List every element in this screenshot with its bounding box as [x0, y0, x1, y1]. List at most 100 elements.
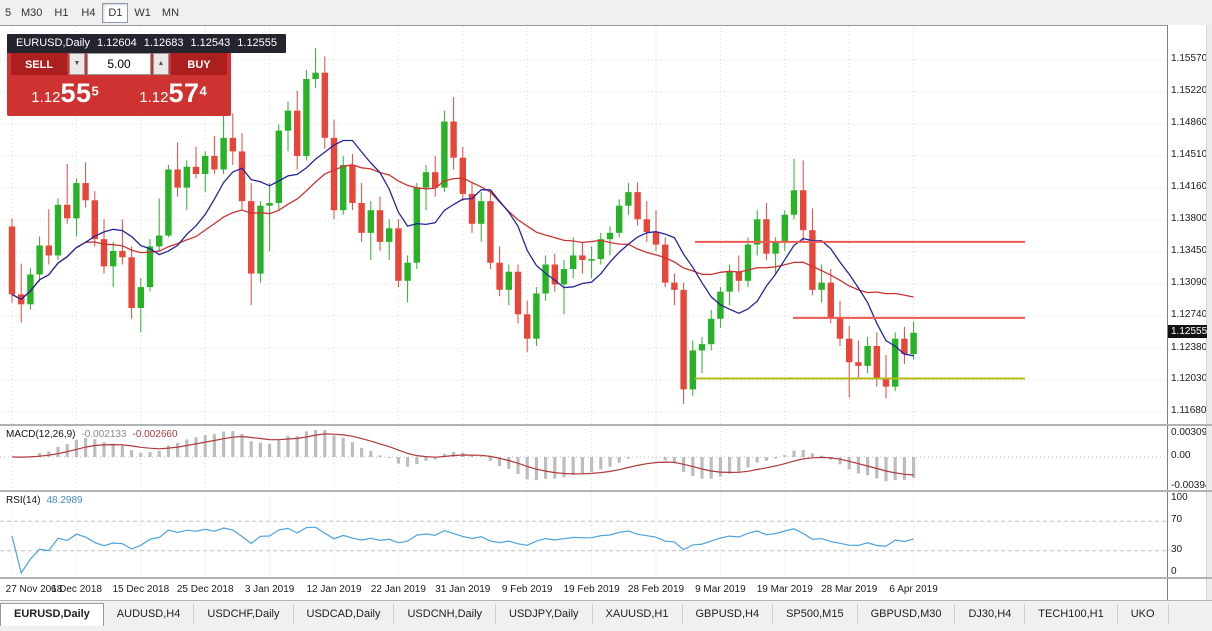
price-scale-label: 1.14860 — [1171, 117, 1208, 129]
price-scale-label: 1.11680 — [1171, 405, 1207, 416]
price-scale-label: 1.14160 — [1171, 180, 1208, 192]
rsi-canvas[interactable] — [0, 493, 1167, 578]
timeframe-button-5[interactable]: 5 — [1, 3, 15, 23]
macd-scale-label: -0.003947 — [1171, 479, 1212, 491]
timeframe-button-h1[interactable]: H1 — [48, 3, 74, 23]
timeframe-button-mn[interactable]: MN — [157, 3, 184, 23]
pane-splitter[interactable] — [0, 490, 1212, 492]
time-axis-label: 15 Dec 2018 — [112, 584, 170, 595]
macd-label-row: MACD(12,26,9) -0.002133 -0.002660 — [6, 429, 178, 440]
chart-tab-usdcnh-daily[interactable]: USDCNH,Daily — [394, 604, 497, 624]
buy-price-pip: 4 — [199, 83, 207, 99]
current-price-marker: 1.12555 — [1168, 324, 1207, 338]
price-scale-axis[interactable]: 1.12555 1.15570 1.15220 1.14860 1.14510 1.14… — [1167, 25, 1212, 600]
time-axis-label: 27 Nov 2018 — [5, 584, 63, 595]
chart-tab-usdcad-daily[interactable]: USDCAD,Daily — [294, 604, 395, 624]
time-axis-label: 28 Feb 2019 — [627, 584, 685, 595]
main-chart-canvas[interactable] — [0, 27, 1167, 425]
rsi-label-row: RSI(14) 48.2989 — [6, 495, 83, 506]
grid-lines — [0, 27, 1167, 425]
rsi-indicator-pane[interactable]: RSI(14) 48.2989 — [0, 493, 1167, 578]
chart-tab-audusd-h4[interactable]: AUDUSD,H4 — [104, 604, 195, 624]
macd-signal-value: -0.002660 — [132, 429, 178, 440]
macd-main-value: -0.002133 — [81, 429, 127, 440]
time-axis-label: 25 Dec 2018 — [176, 584, 234, 595]
one-click-trading-panel: SELL ▼ ▲ BUY 1.12555 1.12574 — [7, 49, 231, 116]
close-value: 1.12555 — [237, 37, 278, 49]
time-axis-label: 31 Jan 2019 — [435, 584, 491, 595]
volume-input[interactable] — [87, 53, 151, 75]
macd-signal-line — [11, 433, 914, 476]
time-axis-label: 22 Jan 2019 — [370, 584, 426, 595]
pane-splitter[interactable] — [0, 424, 1212, 426]
price-scale-label: 1.12740 — [1171, 309, 1208, 321]
vertical-scrollbar[interactable] — [1206, 25, 1212, 600]
sell-button[interactable]: SELL — [11, 53, 67, 75]
time-axis-label: 9 Feb 2019 — [501, 584, 553, 595]
time-axis-label: 6 Dec 2018 — [50, 584, 102, 595]
rsi-scale-label: 100 — [1171, 492, 1188, 503]
timeframe-button-h4[interactable]: H4 — [75, 3, 101, 23]
volume-decrease-icon[interactable]: ▼ — [69, 53, 85, 75]
price-scale-label: 1.13800 — [1171, 213, 1208, 225]
buy-price-prefix: 1.12 — [139, 89, 169, 106]
buy-button[interactable]: BUY — [171, 53, 227, 75]
rsi-scale-label: 30 — [1171, 543, 1183, 555]
symbol-period-label: EURUSD,Daily — [16, 37, 90, 49]
time-axis-label: 6 Apr 2019 — [889, 584, 938, 595]
high-value: 1.12683 — [143, 37, 184, 49]
volume-increase-icon[interactable]: ▲ — [153, 53, 169, 75]
sell-price-digits: 55 — [60, 78, 92, 108]
ma-slow-line — [11, 164, 914, 301]
main-chart-pane[interactable]: EURUSD,Daily 1.12604 1.12683 1.12543 1.1… — [0, 27, 1167, 425]
chart-tab-xauusd-h1[interactable]: XAUUSD,H1 — [593, 604, 683, 624]
timeframe-toolbar: 5 M30 H1 H4 D1 W1 MN — [0, 0, 1212, 26]
macd-indicator-pane[interactable]: MACD(12,26,9) -0.002133 -0.002660 — [0, 427, 1167, 491]
ohlc-info-bar: EURUSD,Daily 1.12604 1.12683 1.12543 1.1… — [7, 34, 287, 53]
chart-tab-uko[interactable]: UKO — [1118, 604, 1169, 624]
buy-price[interactable]: 1.12574 — [119, 77, 227, 112]
timeframe-button-w1[interactable]: W1 — [129, 3, 156, 23]
time-axis-label: 28 Mar 2019 — [821, 584, 878, 595]
price-scale-label: 1.13450 — [1171, 244, 1208, 256]
time-axis-label: 9 Mar 2019 — [695, 584, 746, 595]
timeframe-button-m30[interactable]: M30 — [16, 3, 47, 23]
chart-tab-gbpusd-h4[interactable]: GBPUSD,H4 — [683, 604, 774, 624]
macd-scale-label: 0.003095 — [1171, 426, 1212, 438]
chart-tab-usdjpy-daily[interactable]: USDJPY,Daily — [496, 604, 593, 624]
rsi-line — [11, 526, 914, 575]
timeframe-button-group: 5 M30 H1 H4 D1 W1 MN — [0, 2, 185, 23]
timeframe-button-d1[interactable]: D1 — [102, 2, 129, 23]
rsi-value: 48.2989 — [46, 495, 83, 506]
time-axis[interactable]: 27 Nov 2018 6 Dec 2018 15 Dec 2018 25 Dec 2… — [0, 580, 1167, 601]
chart-tab-gbpusd-m30[interactable]: GBPUSD,M30 — [858, 604, 956, 624]
time-axis-label: 19 Feb 2019 — [563, 584, 620, 595]
sell-price-pip: 5 — [91, 83, 99, 99]
chart-tab-tech100-h1[interactable]: TECH100,H1 — [1025, 604, 1118, 624]
chart-tab-sp500-m15[interactable]: SP500,M15 — [773, 604, 858, 624]
buy-price-digits: 57 — [168, 78, 200, 108]
chart-tab-dj30-h4[interactable]: DJ30,H4 — [955, 604, 1026, 624]
time-axis-label: 3 Jan 2019 — [244, 584, 295, 595]
rsi-label: RSI(14) — [6, 495, 41, 506]
chart-tab-bar: EURUSD,Daily AUDUSD,H4 USDCHF,Daily USDCAD,… — [0, 600, 1212, 631]
macd-canvas[interactable] — [0, 427, 1167, 491]
chart-tab-eurusd-daily[interactable]: EURUSD,Daily — [0, 603, 104, 626]
price-scale-label: 1.12380 — [1171, 341, 1208, 353]
time-axis-label: 12 Jan 2019 — [306, 584, 362, 595]
price-scale-label: 1.15220 — [1171, 84, 1208, 96]
open-value: 1.12604 — [96, 37, 137, 49]
ma-fast-line — [11, 139, 914, 357]
price-scale-label: 1.15570 — [1171, 53, 1208, 64]
candlestick-series — [8, 48, 917, 404]
sell-price-prefix: 1.12 — [31, 89, 61, 106]
rsi-scale-label: 0 — [1171, 566, 1177, 577]
low-value: 1.12543 — [190, 37, 231, 49]
pane-splitter[interactable] — [0, 577, 1212, 579]
macd-scale-label: 0.00 — [1171, 450, 1191, 461]
chart-tab-usdchf-daily[interactable]: USDCHF,Daily — [194, 604, 294, 624]
chart-window[interactable]: EURUSD,Daily 1.12604 1.12683 1.12543 1.1… — [0, 25, 1167, 601]
sell-price[interactable]: 1.12555 — [11, 77, 119, 112]
price-scale-label: 1.14510 — [1171, 148, 1208, 160]
